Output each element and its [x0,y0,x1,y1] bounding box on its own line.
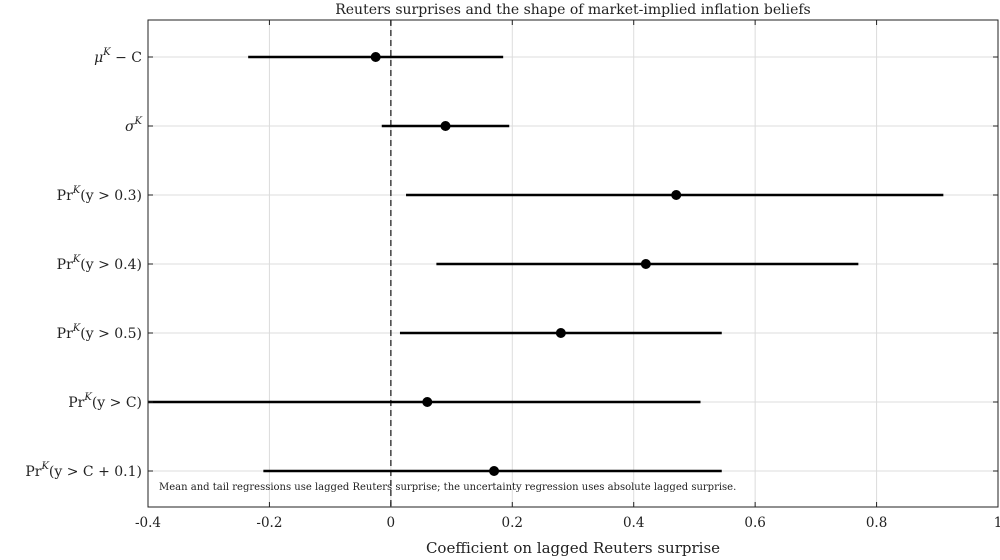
y-tick-label: μK − C [94,47,142,66]
point-estimates [370,52,682,476]
x-axis-label: Coefficient on lagged Reuters surprise [426,539,720,557]
y-tick-label: PrK(y > C + 0.1) [25,461,142,480]
x-tick-label: 0 [387,515,396,531]
point-estimate [440,121,451,131]
x-tick-label: 0.8 [866,515,887,531]
x-tick-label: -0.4 [135,515,161,531]
x-axis-ticks: -0.4 -0.2 0 0.2 0.4 0.6 0.8 1 [135,20,1000,531]
y-tick-label: PrK(y > C) [68,392,142,411]
point-estimate [370,52,381,62]
point-estimate [671,190,682,200]
x-tick-label: 0.2 [502,515,523,531]
y-tick-label: PrK(y > 0.3) [57,185,142,204]
x-tick-label: 1 [994,515,1000,531]
point-estimate [422,397,433,407]
point-estimate [640,259,651,269]
y-axis-labels: μK − C σK PrK(y > 0.3) PrK(y > 0.4) PrK(y > … [25,47,142,480]
point-estimate [489,466,500,476]
point-estimate [555,328,566,338]
y-tick-label: PrK(y > 0.4) [57,254,142,273]
chart-annotation: Mean and tail regressions use lagged Reu… [159,482,736,493]
y-tick-label: PrK(y > 0.5) [57,323,142,342]
x-tick-label: 0.6 [744,515,765,531]
chart-title: Reuters surprises and the shape of marke… [335,2,811,18]
x-tick-label: -0.2 [256,515,282,531]
x-tick-label: 0.4 [623,515,644,531]
y-tick-label: σK [125,116,143,135]
